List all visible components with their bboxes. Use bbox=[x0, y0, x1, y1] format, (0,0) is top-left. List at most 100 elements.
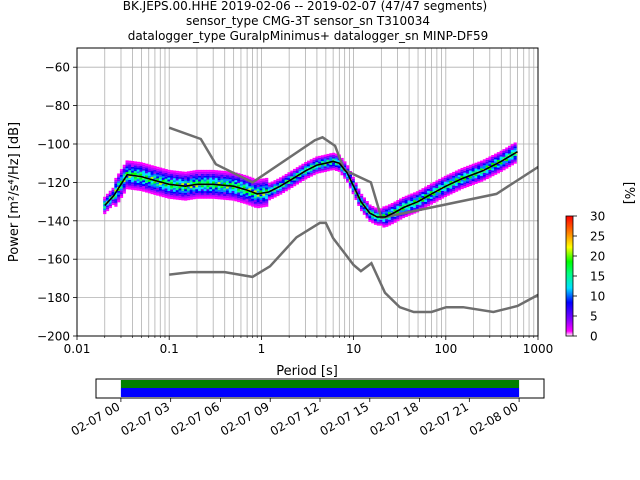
psd-cell bbox=[293, 182, 297, 185]
psd-cell bbox=[385, 209, 389, 212]
psd-cell bbox=[105, 203, 110, 206]
psd-cell bbox=[329, 164, 333, 167]
psd-cell bbox=[427, 190, 431, 193]
psd-cell bbox=[301, 179, 305, 182]
psd-cell bbox=[253, 205, 258, 208]
psd-cell bbox=[239, 181, 244, 184]
psd-cell bbox=[248, 197, 252, 200]
psd-cell bbox=[404, 214, 408, 217]
psd-cell bbox=[290, 185, 294, 188]
psd-cell bbox=[407, 208, 411, 211]
psd-cell bbox=[471, 163, 475, 166]
psd-cell bbox=[170, 177, 174, 180]
title-line-1: BK.JEPS.00.HHE 2019-02-06 -- 2019-02-07 … bbox=[123, 0, 487, 13]
psd-cell bbox=[454, 176, 459, 179]
psd-cell bbox=[195, 187, 199, 190]
psd-cell bbox=[220, 191, 224, 194]
psd-cell bbox=[438, 184, 442, 187]
psd-cell bbox=[309, 163, 313, 166]
psd-cell bbox=[175, 188, 179, 191]
psd-cell bbox=[217, 180, 221, 183]
psd-cell bbox=[192, 181, 196, 184]
psd-cell bbox=[440, 188, 445, 191]
psd-cell bbox=[513, 159, 517, 162]
psd-cell bbox=[103, 204, 107, 207]
psd-cell bbox=[276, 192, 280, 195]
psd-cell bbox=[145, 190, 149, 193]
psd-cell bbox=[170, 172, 174, 175]
psd-cell bbox=[332, 156, 336, 159]
psd-cell bbox=[454, 187, 459, 190]
psd-cell bbox=[348, 174, 353, 177]
psd-cell bbox=[239, 193, 244, 196]
psd-cell bbox=[507, 157, 512, 160]
psd-cell bbox=[256, 200, 260, 203]
psd-cell bbox=[354, 184, 358, 187]
psd-cell bbox=[463, 178, 467, 181]
psd-cell bbox=[225, 192, 230, 195]
psd-cell bbox=[136, 171, 140, 174]
psd-cell bbox=[382, 221, 386, 224]
psd-cell bbox=[223, 188, 227, 191]
psd-cell bbox=[365, 210, 369, 213]
psd-cell bbox=[195, 173, 199, 176]
psd-cell bbox=[468, 180, 473, 183]
psd-cell bbox=[435, 180, 439, 183]
psd-cell bbox=[440, 179, 445, 182]
psd-cell bbox=[139, 181, 143, 184]
psd-cell bbox=[184, 181, 188, 184]
psd-cell bbox=[396, 201, 400, 204]
psd-cell bbox=[103, 200, 107, 203]
psd-cell bbox=[491, 158, 495, 161]
psd-cell bbox=[382, 223, 386, 226]
psd-cell bbox=[119, 174, 124, 177]
psd-cell bbox=[128, 177, 132, 180]
psd-cell bbox=[164, 169, 168, 172]
psd-cell bbox=[181, 188, 185, 191]
psd-cell bbox=[228, 196, 232, 199]
psd-cell bbox=[189, 197, 193, 200]
psd-cell bbox=[421, 195, 425, 198]
psd-cell bbox=[482, 159, 487, 162]
psd-cell bbox=[186, 188, 191, 191]
psd-cell bbox=[206, 185, 210, 188]
psd-cell bbox=[485, 171, 489, 174]
psd-cell bbox=[373, 217, 378, 220]
psd-cell bbox=[186, 178, 191, 181]
psd-cell bbox=[153, 189, 157, 192]
psd-cell bbox=[415, 204, 420, 207]
psd-cell bbox=[332, 154, 336, 157]
psd-cell bbox=[382, 212, 386, 215]
psd-cell bbox=[142, 174, 146, 177]
psd-cell bbox=[186, 196, 191, 199]
psd-cell bbox=[167, 185, 171, 188]
psd-cell bbox=[332, 168, 336, 171]
psd-cell bbox=[510, 149, 514, 152]
psd-cell bbox=[440, 177, 445, 180]
psd-cell bbox=[150, 167, 154, 170]
psd-cell bbox=[239, 177, 244, 180]
psd-cell bbox=[265, 193, 269, 196]
psd-cell bbox=[315, 160, 319, 163]
psd-cell bbox=[309, 159, 313, 162]
psd-cell bbox=[198, 185, 202, 188]
psd-cell bbox=[452, 179, 456, 182]
psd-cell bbox=[245, 194, 249, 197]
psd-cell bbox=[189, 170, 193, 173]
psd-cell bbox=[365, 201, 369, 204]
psd-cell bbox=[482, 161, 487, 164]
psd-cell bbox=[415, 191, 420, 194]
psd-cell bbox=[499, 162, 503, 165]
psd-cell bbox=[510, 159, 514, 162]
psd-cell bbox=[337, 167, 341, 170]
psd-cell bbox=[158, 175, 163, 178]
psd-cell bbox=[186, 180, 191, 183]
psd-cell bbox=[178, 180, 182, 183]
psd-cell bbox=[242, 194, 246, 197]
psd-cell bbox=[133, 178, 138, 181]
psd-cell bbox=[281, 179, 286, 182]
psd-cell bbox=[117, 177, 121, 180]
psd-cell bbox=[463, 174, 467, 177]
coverage-bar-bottom bbox=[120, 388, 520, 397]
psd-cell bbox=[396, 205, 400, 208]
